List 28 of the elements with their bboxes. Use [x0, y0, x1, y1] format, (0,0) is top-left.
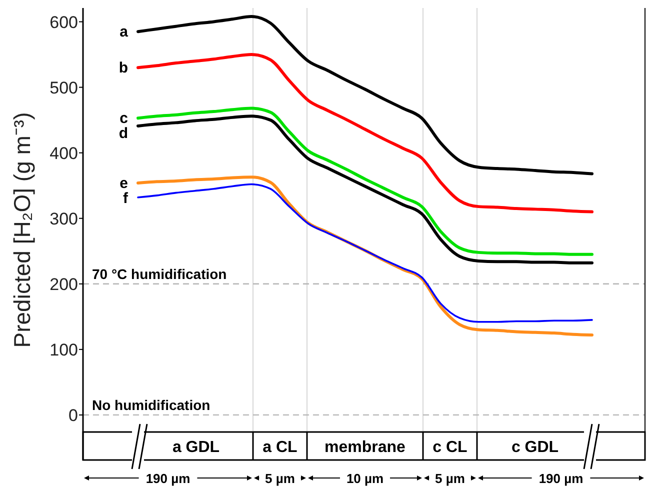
text: c CL	[432, 439, 468, 456]
y-tick-label: 100	[50, 340, 78, 360]
y-tick-label: 600	[50, 12, 78, 32]
line-series	[136, 53, 594, 214]
series-label: c	[120, 110, 128, 128]
line-series	[136, 15, 594, 176]
ref-line-label: 70 °C humidification	[92, 266, 227, 282]
text: 5 µm	[265, 471, 295, 486]
text: a GDL	[172, 439, 220, 456]
text: 10 µm	[346, 471, 384, 486]
series-label: e	[120, 174, 128, 192]
series-label: b	[118, 60, 128, 77]
text: 5 µm	[435, 471, 465, 486]
text: 190 µm	[146, 471, 190, 486]
text: membrane	[324, 439, 406, 456]
series-label: f	[123, 190, 129, 207]
y-tick-label: 300	[50, 209, 78, 228]
series-label: d	[118, 125, 128, 142]
y-tick-label: 500	[50, 78, 78, 98]
y-tick-label: 200	[50, 274, 78, 294]
text: a CL	[262, 439, 298, 456]
y-axis-title: Predicted [H₂O] (g m⁻³)	[9, 112, 35, 348]
ref-line-label: No humidification	[92, 396, 210, 413]
text: 190 µm	[538, 471, 584, 486]
text: c GDL	[511, 439, 559, 456]
series-label: a	[120, 24, 129, 41]
y-tick-label: 0	[68, 406, 78, 425]
y-tick-label: 400	[50, 144, 78, 163]
